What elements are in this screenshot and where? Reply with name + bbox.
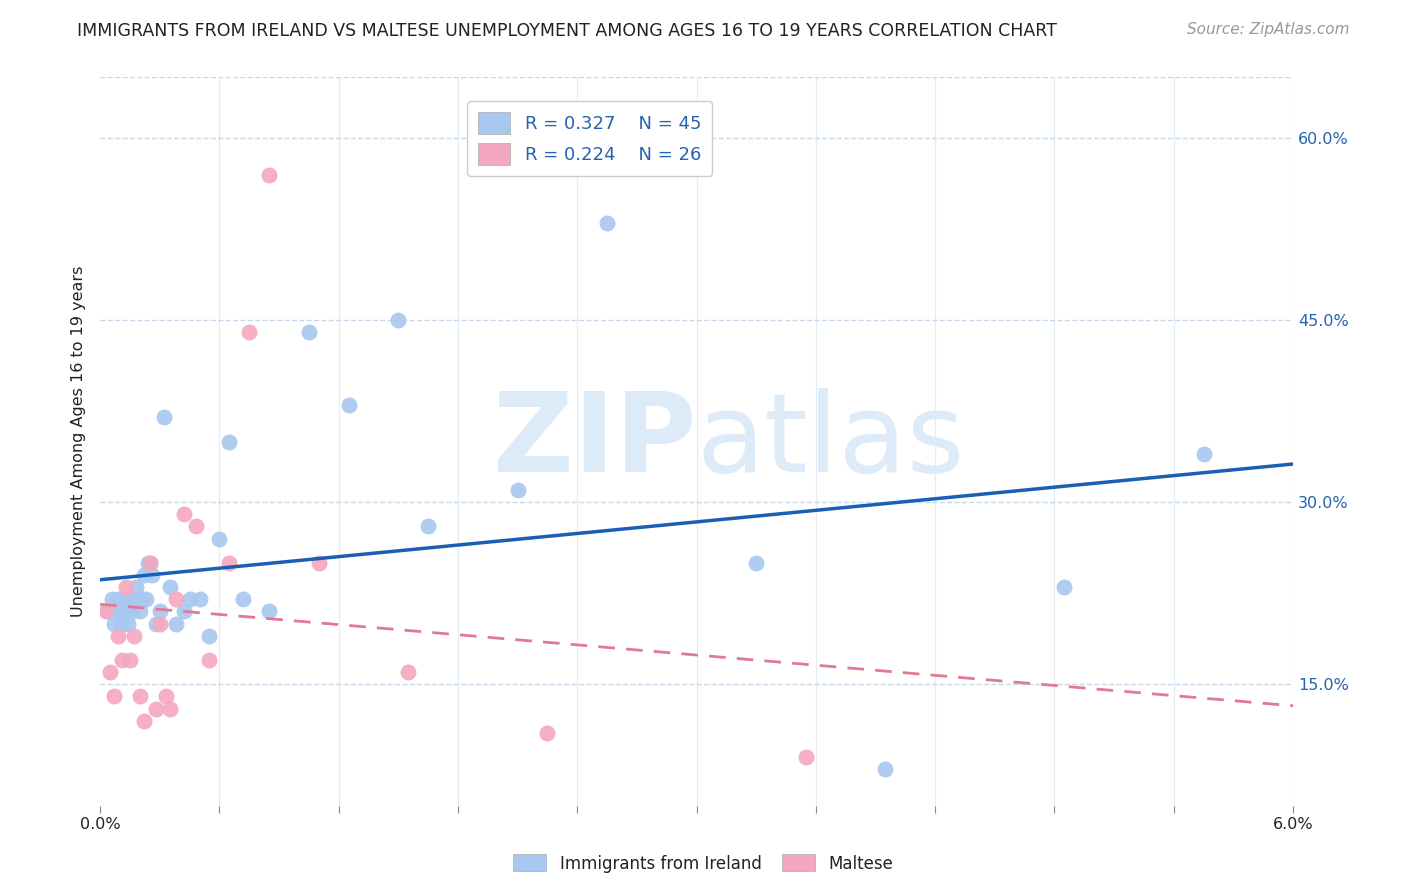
Text: ZIP: ZIP (494, 388, 696, 495)
Point (198, 629, 221, 643)
Point (745, 556, 768, 570)
Point (159, 701, 181, 715)
Point (337, 398, 360, 412)
Point (139, 556, 162, 570)
Point (536, 726, 558, 740)
Point (257, 168, 280, 182)
Legend: R = 0.327    N = 45, R = 0.224    N = 26: R = 0.327 N = 45, R = 0.224 N = 26 (467, 101, 713, 176)
Point (139, 556, 162, 570)
Point (118, 592, 141, 607)
Point (298, 326, 321, 340)
Point (108, 604, 131, 618)
Point (418, 519, 440, 533)
Point (165, 592, 187, 607)
Point (111, 616, 134, 631)
Point (173, 604, 195, 618)
Point (112, 592, 135, 607)
Point (1192, 447, 1215, 461)
Point (98, 665, 121, 679)
Point (208, 532, 231, 546)
Point (94, 604, 117, 618)
Y-axis label: Unemployment Among Ages 16 to 19 years: Unemployment Among Ages 16 to 19 years (72, 266, 86, 617)
Point (387, 313, 409, 327)
Point (173, 508, 195, 522)
Point (118, 653, 141, 667)
Text: atlas: atlas (696, 388, 965, 495)
Point (121, 604, 143, 618)
Text: Source: ZipAtlas.com: Source: ZipAtlas.com (1187, 22, 1350, 37)
Point (149, 616, 172, 631)
Point (127, 592, 149, 607)
Point (107, 592, 129, 607)
Point (875, 762, 897, 776)
Point (105, 604, 128, 618)
Point (97, 604, 120, 618)
Point (135, 592, 157, 607)
Point (103, 690, 125, 704)
Point (107, 629, 129, 643)
Point (155, 690, 177, 704)
Legend: Immigrants from Ireland, Maltese: Immigrants from Ireland, Maltese (506, 847, 900, 880)
Point (132, 568, 155, 582)
Point (117, 616, 139, 631)
Point (149, 604, 172, 618)
Point (115, 604, 138, 618)
Point (141, 568, 163, 582)
Point (103, 616, 125, 631)
Point (165, 616, 187, 631)
Point (145, 616, 167, 631)
Point (198, 653, 221, 667)
Point (218, 556, 240, 570)
Point (115, 580, 138, 594)
Point (125, 580, 148, 594)
Point (122, 592, 145, 607)
Point (218, 434, 240, 449)
Point (1053, 580, 1076, 594)
Point (152, 410, 174, 425)
Point (145, 701, 167, 715)
Point (101, 592, 124, 607)
Point (396, 665, 419, 679)
Point (238, 326, 260, 340)
Point (179, 592, 201, 607)
Point (506, 483, 529, 497)
Point (188, 592, 211, 607)
Point (596, 216, 619, 230)
Point (132, 714, 155, 728)
Point (159, 580, 181, 594)
Point (308, 556, 330, 570)
Point (131, 592, 153, 607)
Point (232, 592, 254, 607)
Text: IMMIGRANTS FROM IRELAND VS MALTESE UNEMPLOYMENT AMONG AGES 16 TO 19 YEARS CORREL: IMMIGRANTS FROM IRELAND VS MALTESE UNEMP… (77, 22, 1057, 40)
Point (257, 604, 280, 618)
Point (122, 629, 145, 643)
Point (128, 604, 150, 618)
Point (794, 750, 817, 764)
Point (111, 653, 134, 667)
Point (184, 519, 207, 533)
Point (128, 690, 150, 704)
Point (136, 556, 159, 570)
